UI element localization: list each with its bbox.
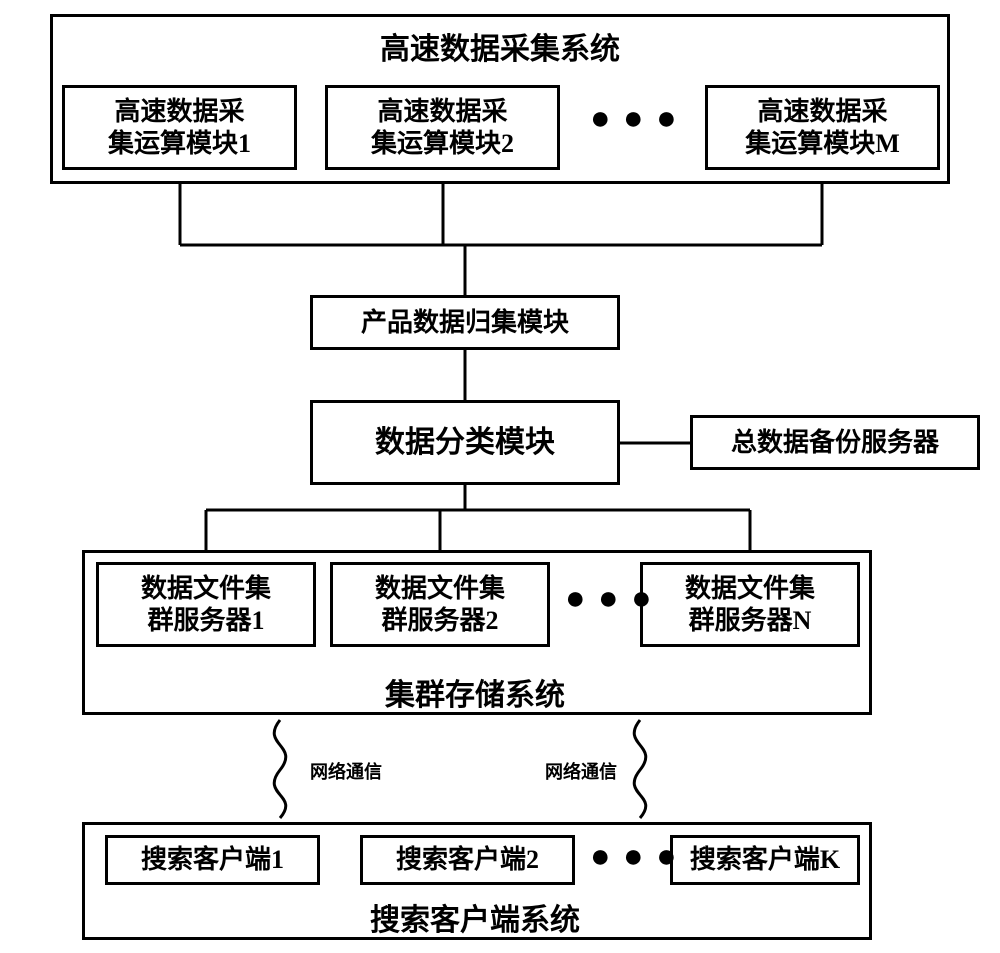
- acq-module-m: 高速数据采 集运算模块M: [705, 85, 940, 170]
- aggregate-module-box: 产品数据归集模块: [310, 295, 620, 350]
- client-k: 搜索客户端K: [670, 835, 860, 885]
- cluster-server-n-line2: 群服务器N: [689, 605, 812, 636]
- acq-module-m-line2: 集运算模块M: [745, 128, 900, 159]
- acq-module-1-line2: 集运算模块1: [108, 128, 251, 159]
- cluster-ellipsis: ● ● ●: [565, 580, 654, 618]
- acq-module-1-line1: 高速数据采: [114, 96, 244, 127]
- classify-module-label: 数据分类模块: [375, 425, 555, 461]
- acq-module-m-line1: 高速数据采: [757, 96, 887, 127]
- cluster-server-1-line2: 群服务器1: [147, 605, 264, 636]
- network-label-2: 网络通信: [545, 758, 617, 784]
- client-2: 搜索客户端2: [360, 835, 575, 885]
- client-k-label: 搜索客户端K: [690, 844, 840, 875]
- cluster-server-2-line1: 数据文件集: [375, 573, 505, 604]
- backup-server-box: 总数据备份服务器: [690, 415, 980, 470]
- cluster-server-n: 数据文件集 群服务器N: [640, 562, 860, 647]
- network-label-1: 网络通信: [310, 758, 382, 784]
- acq-module-2-line1: 高速数据采: [377, 96, 507, 127]
- cluster-server-n-line1: 数据文件集: [685, 573, 815, 604]
- cluster-server-2-line2: 群服务器2: [381, 605, 498, 636]
- acq-module-1: 高速数据采 集运算模块1: [62, 85, 297, 170]
- acq-module-2: 高速数据采 集运算模块2: [325, 85, 560, 170]
- aggregate-module-label: 产品数据归集模块: [361, 307, 569, 338]
- cluster-system-title: 集群存储系统: [340, 670, 610, 714]
- acq-ellipsis: ● ● ●: [590, 100, 679, 138]
- cluster-server-1-line1: 数据文件集: [141, 573, 271, 604]
- cluster-server-2: 数据文件集 群服务器2: [330, 562, 550, 647]
- client-ellipsis: ● ● ●: [590, 838, 679, 876]
- acq-module-2-line2: 集运算模块2: [371, 128, 514, 159]
- client-1: 搜索客户端1: [105, 835, 320, 885]
- client-1-label: 搜索客户端1: [141, 844, 284, 875]
- cluster-server-1: 数据文件集 群服务器1: [96, 562, 316, 647]
- acquisition-system-title: 高速数据采集系统: [300, 24, 700, 68]
- client-system-title: 搜索客户端系统: [340, 895, 610, 939]
- classify-module-box: 数据分类模块: [310, 400, 620, 485]
- client-2-label: 搜索客户端2: [396, 844, 539, 875]
- backup-server-label: 总数据备份服务器: [731, 427, 939, 458]
